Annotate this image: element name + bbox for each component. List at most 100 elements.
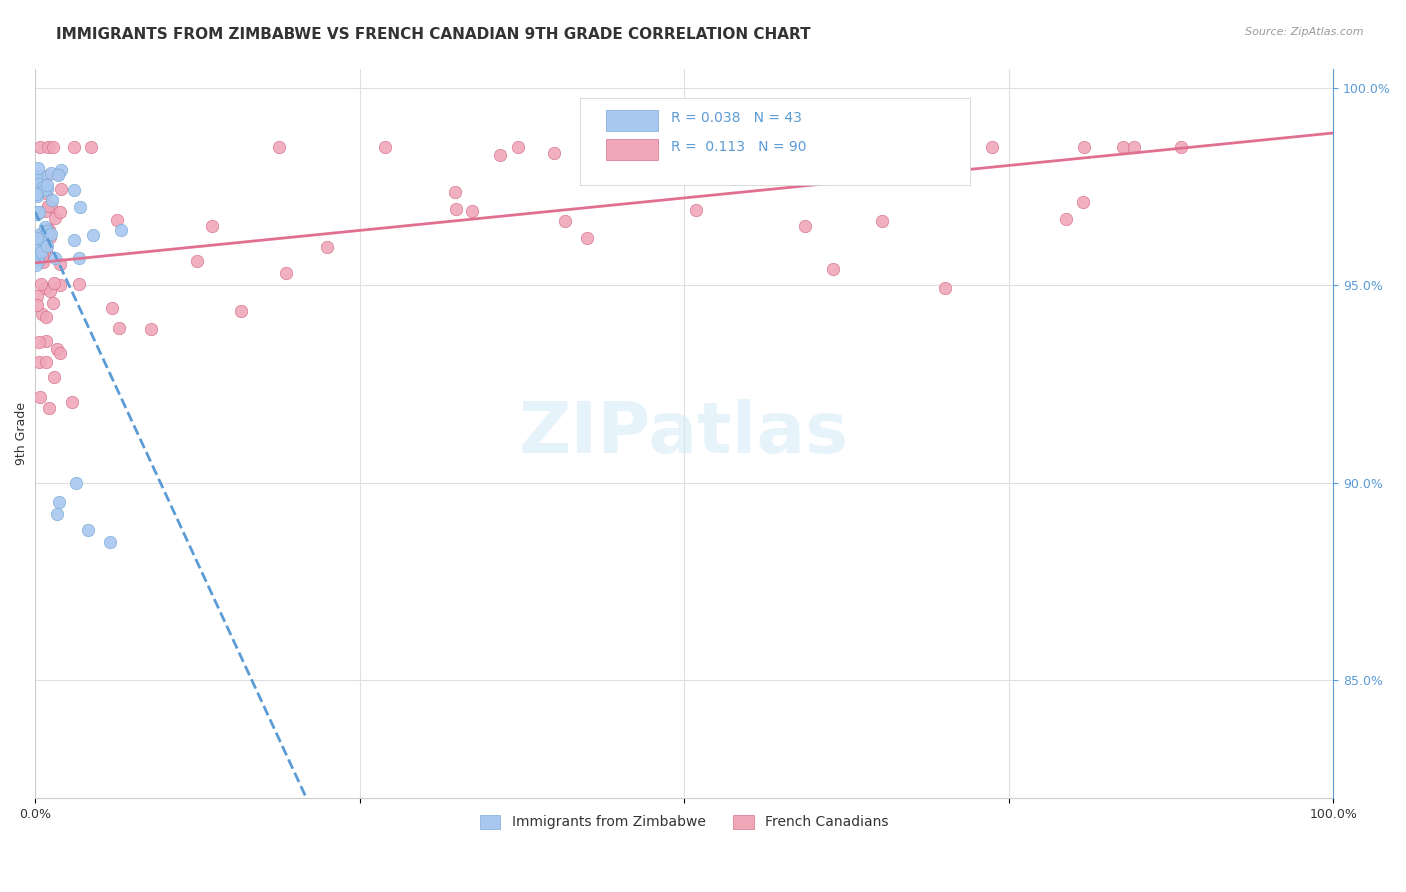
Point xyxy=(1054,211,1077,226)
Point xyxy=(38,230,60,244)
Point xyxy=(98,534,121,549)
Point xyxy=(31,232,53,246)
Point xyxy=(31,249,53,263)
Point xyxy=(38,223,60,237)
Point xyxy=(31,255,53,269)
Point xyxy=(28,140,51,154)
Point xyxy=(30,169,52,183)
Point xyxy=(44,211,66,225)
Point xyxy=(773,158,796,172)
Point xyxy=(37,140,59,154)
Bar xyxy=(606,110,658,130)
Point xyxy=(49,257,72,271)
Point xyxy=(981,140,1004,154)
Point xyxy=(274,266,297,280)
Point xyxy=(489,148,512,162)
Point xyxy=(576,230,599,244)
Point xyxy=(1112,140,1135,154)
Point xyxy=(877,140,900,154)
Point xyxy=(28,335,51,350)
Point xyxy=(1123,140,1146,154)
Point xyxy=(35,355,58,369)
Point xyxy=(793,219,815,233)
Point xyxy=(48,495,70,509)
Legend: Immigrants from Zimbabwe, French Canadians: Immigrants from Zimbabwe, French Canadia… xyxy=(474,809,894,835)
Point xyxy=(28,177,51,191)
Point xyxy=(37,221,59,235)
Point xyxy=(35,178,58,193)
Point xyxy=(107,213,129,227)
Point xyxy=(884,140,907,154)
Point xyxy=(444,202,467,216)
Point xyxy=(934,281,956,295)
Point xyxy=(67,277,90,291)
Point xyxy=(27,189,49,203)
Point xyxy=(77,523,100,537)
Point xyxy=(101,301,124,316)
Point xyxy=(49,205,72,219)
Point xyxy=(35,244,58,259)
Point xyxy=(63,233,86,247)
Point xyxy=(1073,195,1095,210)
Point xyxy=(46,168,69,182)
Point xyxy=(31,238,53,252)
Point xyxy=(45,507,67,521)
Point xyxy=(25,231,48,245)
Point xyxy=(25,207,48,221)
Point xyxy=(37,223,59,237)
Point xyxy=(62,183,84,197)
Text: IMMIGRANTS FROM ZIMBABWE VS FRENCH CANADIAN 9TH GRADE CORRELATION CHART: IMMIGRANTS FROM ZIMBABWE VS FRENCH CANAD… xyxy=(56,27,811,42)
Point xyxy=(44,370,66,384)
Point xyxy=(80,140,103,154)
Point xyxy=(31,179,53,194)
Point xyxy=(34,220,56,235)
Point xyxy=(46,342,69,356)
Point xyxy=(37,199,59,213)
Point xyxy=(42,276,65,290)
FancyBboxPatch shape xyxy=(581,98,970,186)
Point xyxy=(25,240,48,254)
Point xyxy=(821,262,844,277)
Point xyxy=(44,252,66,266)
Point xyxy=(506,140,529,154)
Point xyxy=(27,239,49,253)
Point xyxy=(27,161,49,176)
Point xyxy=(34,245,56,260)
Point xyxy=(49,345,72,359)
Point xyxy=(740,140,762,154)
Point xyxy=(444,185,467,199)
Point xyxy=(28,227,51,241)
Point xyxy=(63,140,86,154)
Point xyxy=(34,281,56,295)
Point xyxy=(1170,140,1192,154)
Y-axis label: 9th Grade: 9th Grade xyxy=(15,401,28,465)
Point xyxy=(38,401,60,415)
Point xyxy=(229,304,252,318)
Point xyxy=(42,140,65,154)
Point xyxy=(25,258,48,272)
Point xyxy=(870,214,893,228)
Text: R = 0.038   N = 43: R = 0.038 N = 43 xyxy=(671,112,801,125)
Point xyxy=(27,250,49,264)
Point xyxy=(315,240,337,254)
Point xyxy=(28,355,51,369)
Point xyxy=(34,334,56,349)
Point xyxy=(35,310,58,324)
Point xyxy=(461,204,484,219)
Point xyxy=(758,160,780,174)
Point xyxy=(901,162,924,177)
Point xyxy=(201,219,224,234)
Point xyxy=(32,176,55,190)
Point xyxy=(27,254,49,268)
Point xyxy=(107,321,129,335)
Point xyxy=(31,227,53,242)
Text: ZIPatlas: ZIPatlas xyxy=(519,399,849,467)
Point xyxy=(60,394,83,409)
Point xyxy=(34,183,56,197)
Point xyxy=(374,140,396,154)
Point xyxy=(267,140,290,154)
Point xyxy=(25,204,48,219)
Point xyxy=(48,278,70,293)
Point xyxy=(30,244,52,259)
Point xyxy=(25,170,48,185)
